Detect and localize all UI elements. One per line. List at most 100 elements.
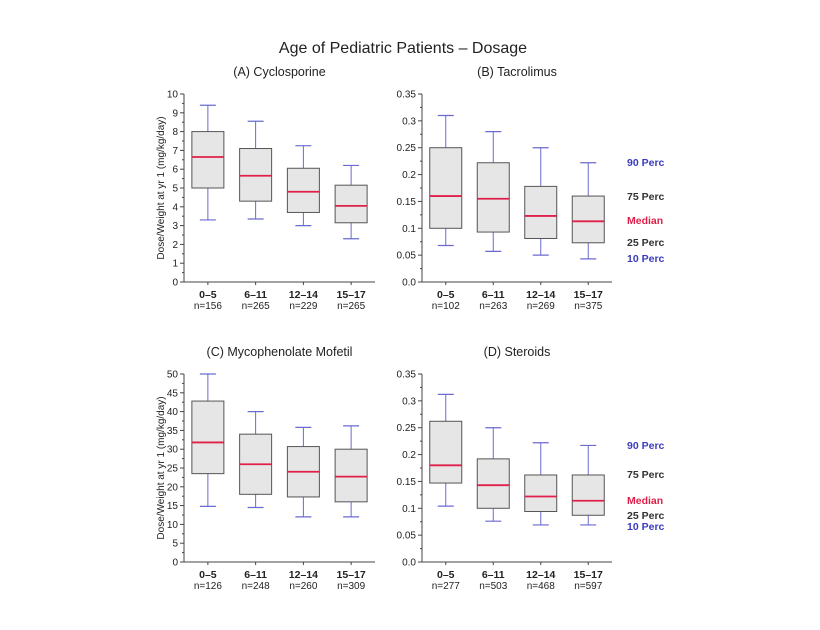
x-n-label: n=126: [194, 581, 223, 592]
x-n-label: n=102: [432, 301, 461, 312]
panel-c-mycophenolate-mofetil: (C) Mycophenolate Mofetil 0 5 10 15 20 25 30 35 4…: [156, 345, 375, 592]
y-tick-label: 0.05: [397, 531, 417, 542]
box-iqr: [334, 184, 368, 224]
y-tick-label: 0.3: [402, 396, 416, 407]
y-tick-label: 0: [172, 278, 178, 289]
x-n-label: n=260: [289, 581, 318, 592]
x-n-label: n=265: [242, 301, 271, 312]
y-tick-label: 10: [167, 520, 179, 531]
x-n-label: n=468: [527, 581, 556, 592]
y-tick-label: 0: [172, 558, 178, 569]
legend-median: Median: [627, 495, 663, 507]
y-tick-label: 5: [172, 184, 178, 195]
x-n-label: n=503: [479, 581, 508, 592]
x-category-label: 12–14: [526, 289, 555, 301]
y-tick-label: 10: [167, 90, 179, 101]
x-category-label: 0–5: [437, 569, 455, 581]
panel-a-cyclosporine: (A) Cyclosporine 0 1 2 3 4 5 6 7 8 9 10 Dose/Weight …: [156, 65, 375, 312]
x-category-label: 12–14: [289, 569, 318, 581]
box-iqr: [476, 458, 510, 509]
x-n-label: n=263: [479, 301, 508, 312]
x-n-label: n=265: [337, 301, 366, 312]
y-axis-label: Dose/Weight at yr 1 (mg/kg/day): [156, 396, 167, 539]
y-tick-label: 0.0: [402, 558, 416, 569]
legend-25-perc: 25 Perc: [627, 510, 665, 522]
box-iqr: [571, 195, 605, 244]
legend-10-perc: 10 Perc: [627, 253, 665, 265]
x-category-label: 6–11: [482, 569, 505, 581]
legend-75-perc: 75 Perc: [627, 191, 665, 203]
x-n-label: n=248: [242, 581, 271, 592]
panel-b-tacrolimus: (B) Tacrolimus 0.0 0.05 0.1 0.15 0.2 0.25 0.3 0.…: [397, 65, 612, 312]
panel-title: (B) Tacrolimus: [477, 65, 557, 79]
y-tick-label: 0.2: [402, 450, 416, 461]
legend-top: 90 Perc 75 Perc Median 25 Perc 10 Perc: [627, 157, 665, 265]
panel-title: (C) Mycophenolate Mofetil: [207, 345, 353, 359]
y-axis-label: Dose/Weight at yr 1 (mg/kg/day): [156, 116, 167, 259]
x-category-label: 0–5: [199, 569, 217, 581]
x-category-label: 6–11: [244, 289, 267, 301]
box-iqr: [191, 400, 225, 475]
y-tick-label: 35: [167, 426, 179, 437]
x-category-label: 12–14: [526, 569, 555, 581]
x-n-label: n=277: [432, 581, 461, 592]
x-category-label: 6–11: [482, 289, 505, 301]
legend-90-perc: 90 Perc: [627, 440, 665, 452]
box-iqr: [476, 162, 510, 233]
box-iqr: [571, 474, 605, 516]
y-tick-label: 9: [172, 108, 178, 119]
panel-d-steroids: (D) Steroids 0.0 0.05 0.1 0.15 0.2 0.25 0.3 0.35…: [397, 345, 612, 592]
box-iqr: [524, 474, 558, 513]
box-iqr: [334, 448, 368, 503]
y-tick-label: 4: [172, 202, 178, 213]
y-tick-label: 0.0: [402, 278, 416, 289]
legend-75-perc: 75 Perc: [627, 469, 665, 481]
x-category-label: 6–11: [244, 569, 267, 581]
x-n-label: n=309: [337, 581, 366, 592]
box-iqr: [286, 167, 320, 213]
y-tick-label: 0.25: [397, 423, 417, 434]
box-iqr: [191, 131, 225, 189]
x-category-label: 15–17: [337, 569, 366, 581]
panel-title: (A) Cyclosporine: [233, 65, 325, 79]
x-category-label: 0–5: [199, 289, 217, 301]
y-tick-label: 30: [167, 445, 179, 456]
legend-10-perc: 10 Perc: [627, 521, 665, 533]
y-tick-label: 0.35: [397, 90, 417, 101]
legend-bottom: 90 Perc 75 Perc Median 25 Perc 10 Perc: [627, 440, 665, 533]
y-tick-label: 20: [167, 482, 179, 493]
y-tick-label: 0.35: [397, 370, 417, 381]
y-tick-label: 15: [167, 501, 179, 512]
y-tick-label: 2: [172, 240, 178, 251]
y-tick-label: 0.05: [397, 251, 417, 262]
x-category-label: 15–17: [574, 289, 603, 301]
box-iqr: [429, 147, 463, 229]
legend-90-perc: 90 Perc: [627, 157, 665, 169]
legend-median: Median: [627, 215, 663, 227]
y-tick-label: 0.25: [397, 143, 417, 154]
y-tick-label: 3: [172, 221, 178, 232]
x-category-label: 0–5: [437, 289, 455, 301]
y-tick-label: 50: [167, 370, 179, 381]
x-category-label: 15–17: [337, 289, 366, 301]
x-n-label: n=269: [527, 301, 556, 312]
panel-title: (D) Steroids: [484, 345, 551, 359]
x-n-label: n=597: [574, 581, 603, 592]
y-tick-label: 1: [172, 259, 178, 270]
x-n-label: n=229: [289, 301, 318, 312]
y-tick-label: 0.2: [402, 170, 416, 181]
y-tick-label: 40: [167, 407, 179, 418]
legend-25-perc: 25 Perc: [627, 237, 665, 249]
box-iqr: [524, 185, 558, 239]
x-category-label: 12–14: [289, 289, 318, 301]
y-tick-label: 8: [172, 127, 178, 138]
y-tick-label: 5: [172, 539, 178, 550]
y-tick-label: 0.15: [397, 477, 417, 488]
box-iqr: [429, 420, 463, 484]
y-tick-label: 6: [172, 165, 178, 176]
x-category-label: 15–17: [574, 569, 603, 581]
y-tick-label: 7: [172, 146, 178, 157]
y-tick-label: 25: [167, 464, 179, 475]
y-tick-label: 45: [167, 388, 179, 399]
